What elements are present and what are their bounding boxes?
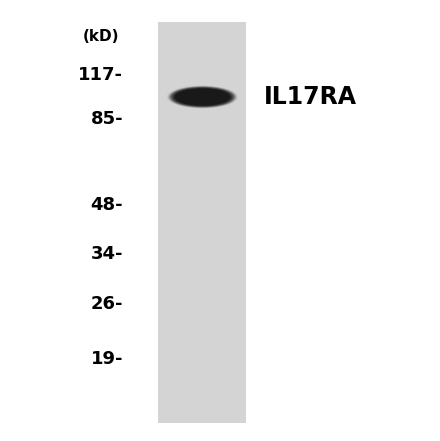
Text: 26-: 26- — [91, 295, 123, 313]
Ellipse shape — [169, 86, 235, 108]
Ellipse shape — [171, 87, 234, 107]
Ellipse shape — [170, 86, 235, 108]
Text: 19-: 19- — [91, 351, 123, 368]
Ellipse shape — [172, 88, 232, 106]
Ellipse shape — [168, 86, 237, 108]
FancyBboxPatch shape — [158, 22, 246, 423]
Ellipse shape — [169, 86, 236, 108]
Ellipse shape — [175, 89, 230, 105]
Ellipse shape — [173, 88, 231, 106]
Ellipse shape — [173, 88, 232, 106]
Text: 48-: 48- — [91, 196, 123, 214]
Ellipse shape — [174, 88, 231, 106]
Text: 117-: 117- — [78, 66, 123, 84]
Text: 85-: 85- — [91, 110, 123, 128]
Ellipse shape — [168, 86, 237, 108]
Text: IL17RA: IL17RA — [264, 85, 357, 109]
Ellipse shape — [171, 87, 234, 107]
Text: (kD): (kD) — [82, 29, 119, 44]
Ellipse shape — [167, 86, 238, 108]
Text: 34-: 34- — [91, 245, 123, 262]
Ellipse shape — [175, 89, 230, 105]
Ellipse shape — [172, 87, 233, 107]
Ellipse shape — [170, 87, 235, 107]
